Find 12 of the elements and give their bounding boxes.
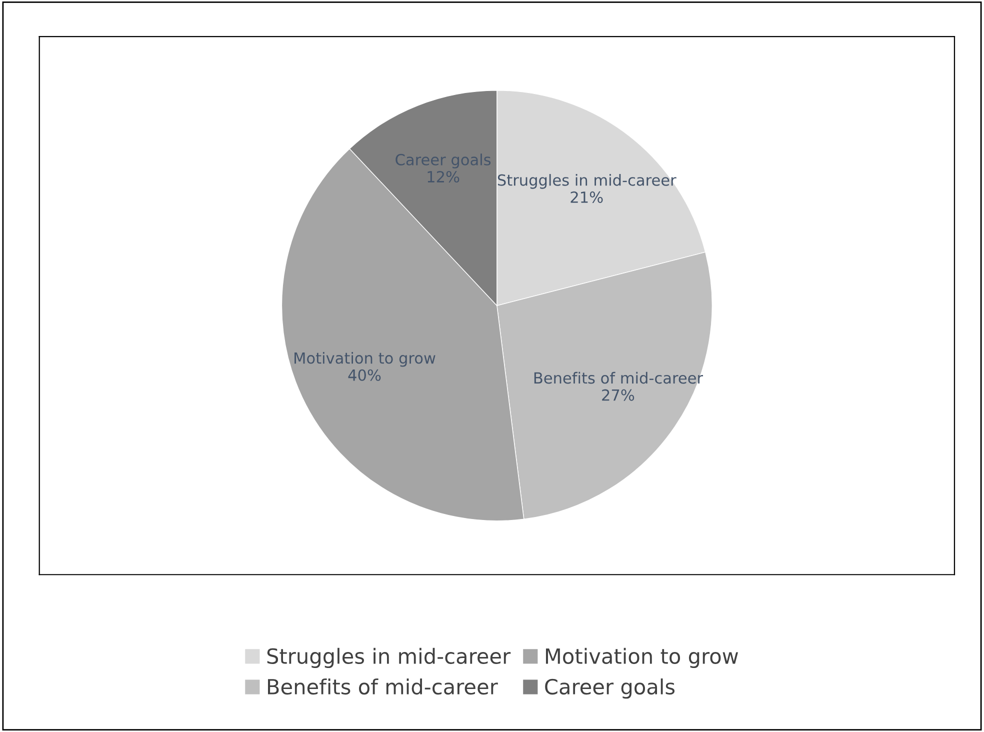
slice-label: Struggles in mid-career [498,174,676,189]
slice-label: Benefits of mid-career [534,372,703,384]
data-label: 27% [602,389,634,401]
legend-label: Career goals [545,678,675,699]
data-label: 21% [570,191,603,203]
legend-label: Struggles in mid-career [267,648,511,668]
legend-label: Benefits of mid-career [268,678,498,695]
data-label: 12% [428,170,460,183]
data-label: 40% [348,369,381,381]
slice-label: Motivation to grow [294,352,436,367]
slice-label: Career goals [396,154,491,168]
legend-label: Motivation to grow [546,648,738,668]
